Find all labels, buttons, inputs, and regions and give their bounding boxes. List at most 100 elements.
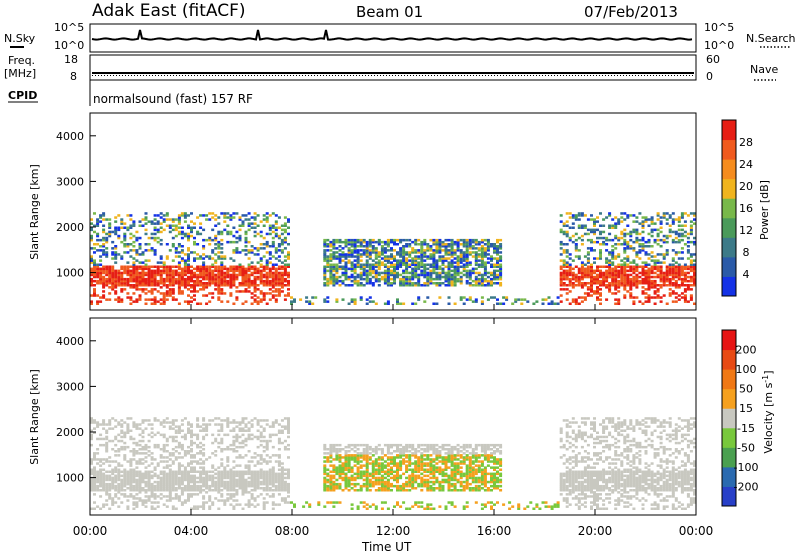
range-cell xyxy=(283,499,287,502)
range-cell xyxy=(632,275,636,279)
range-cell xyxy=(235,480,239,484)
range-cell xyxy=(568,277,572,281)
range-cell xyxy=(438,271,442,275)
range-cell xyxy=(241,427,245,430)
range-cell xyxy=(490,265,493,268)
range-cell xyxy=(250,423,254,426)
range-cell xyxy=(153,226,157,229)
range-cell xyxy=(111,468,115,471)
range-cell xyxy=(129,298,133,301)
range-cell xyxy=(241,491,245,494)
range-cell xyxy=(190,429,193,432)
range-cell xyxy=(274,421,278,424)
range-cell xyxy=(165,456,169,459)
range-cell xyxy=(614,277,618,281)
range-cell xyxy=(459,282,463,285)
range-cell xyxy=(250,484,254,488)
range-cell xyxy=(390,269,393,273)
range-cell xyxy=(383,249,387,252)
range-cell xyxy=(420,245,424,248)
range-cell xyxy=(280,261,284,264)
range-cell xyxy=(447,253,451,256)
range-cell xyxy=(329,482,333,486)
range-cell xyxy=(250,478,254,482)
range-cell xyxy=(287,279,290,283)
range-cell xyxy=(271,273,275,277)
range-cell xyxy=(93,466,96,469)
range-cell xyxy=(347,255,351,258)
range-cell xyxy=(335,466,339,469)
range-cell xyxy=(411,249,415,252)
range-cell xyxy=(199,487,203,490)
range-cell xyxy=(344,484,348,488)
range-cell xyxy=(665,271,669,275)
range-cell xyxy=(344,480,348,484)
range-cell xyxy=(396,298,399,301)
range-cell xyxy=(577,282,581,285)
range-cell xyxy=(408,245,412,248)
range-cell xyxy=(659,220,663,223)
range-cell xyxy=(323,472,327,476)
range-cell xyxy=(135,487,139,490)
range-cell xyxy=(90,460,93,463)
range-cell xyxy=(486,249,490,252)
range-cell xyxy=(693,240,696,244)
range-cell xyxy=(229,448,233,451)
range-cell xyxy=(238,441,242,445)
range-cell xyxy=(241,277,245,281)
range-cell xyxy=(211,296,215,299)
range-cell xyxy=(620,265,624,268)
range-cell xyxy=(190,456,193,459)
range-cell xyxy=(229,214,233,217)
range-cell xyxy=(202,489,206,492)
range-cell xyxy=(605,216,609,219)
range-cell xyxy=(199,273,203,277)
range-cell xyxy=(287,271,290,275)
range-cell xyxy=(611,275,615,279)
range-cell xyxy=(111,267,115,271)
range-cell xyxy=(165,284,169,287)
range-cell xyxy=(608,259,612,262)
range-cell xyxy=(129,429,133,432)
range-cell xyxy=(293,298,296,301)
range-cell xyxy=(444,279,448,283)
range-cell xyxy=(474,267,478,271)
range-cell xyxy=(147,470,151,473)
range-cell xyxy=(217,265,221,268)
range-cell xyxy=(287,476,290,480)
range-cell xyxy=(141,503,145,506)
range-cell xyxy=(374,257,378,260)
range-cell xyxy=(496,265,499,268)
range-cell xyxy=(593,230,596,234)
range-cell xyxy=(138,275,142,279)
range-cell xyxy=(217,243,221,246)
range-cell xyxy=(423,240,427,244)
range-cell xyxy=(344,253,348,256)
range-cell xyxy=(617,222,621,225)
range-cell xyxy=(323,255,327,258)
range-cell xyxy=(99,255,103,258)
range-cell xyxy=(593,277,596,281)
range-cell xyxy=(138,273,142,277)
range-cell xyxy=(147,476,151,480)
range-cell xyxy=(686,286,690,289)
range-cell xyxy=(211,489,215,492)
range-cell xyxy=(90,480,93,484)
range-cell xyxy=(390,240,393,244)
range-cell xyxy=(626,279,630,283)
range-cell xyxy=(253,480,257,484)
range-cell xyxy=(162,298,166,301)
range-cell xyxy=(90,279,93,283)
range-cell xyxy=(244,425,248,428)
range-cell xyxy=(614,279,618,283)
range-cell xyxy=(105,478,109,482)
range-cell xyxy=(108,439,112,443)
range-cell xyxy=(571,226,575,229)
range-cell xyxy=(90,222,93,225)
range-cell xyxy=(277,454,281,457)
range-cell xyxy=(490,279,493,283)
range-cell xyxy=(177,284,181,287)
range-cell xyxy=(250,474,254,478)
range-cell xyxy=(153,269,157,273)
range-cell xyxy=(244,429,248,432)
